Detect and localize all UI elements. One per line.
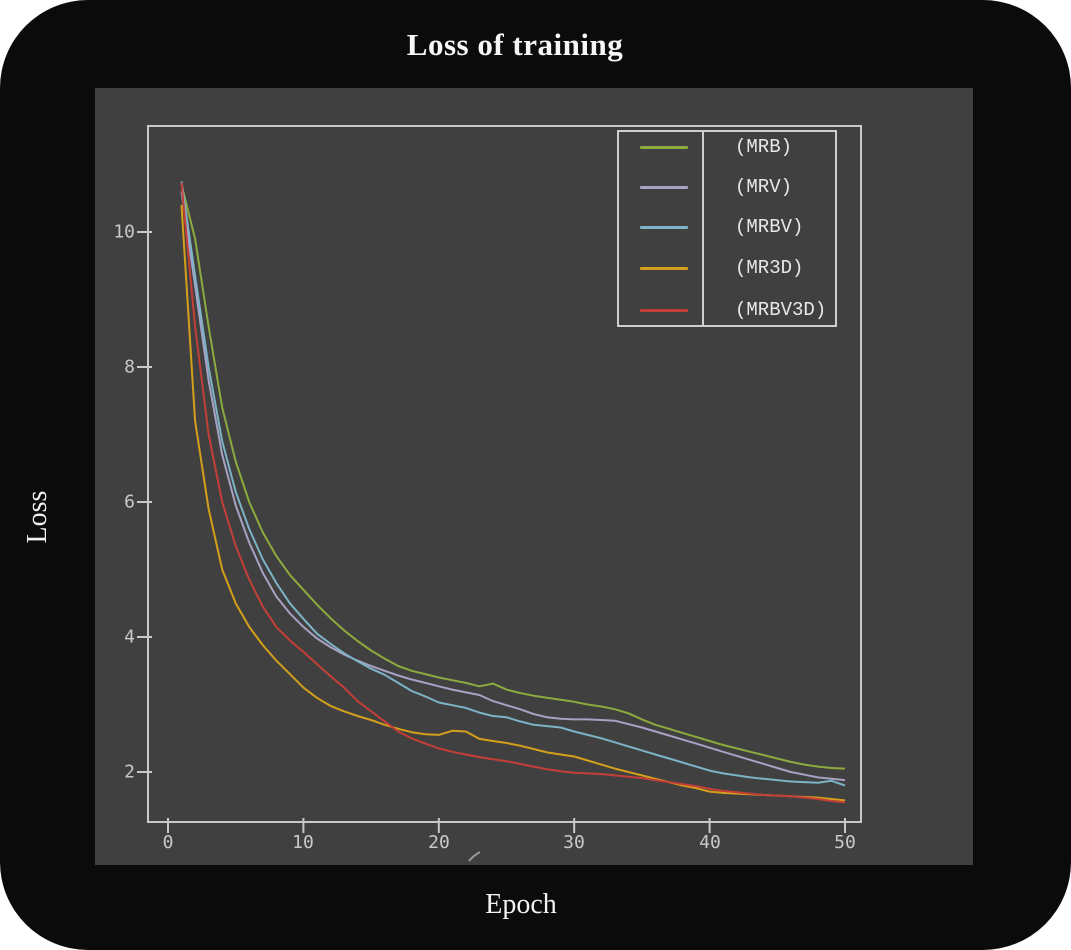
legend-swatch-mrv <box>640 186 688 189</box>
legend-label-mrbv3d: (MRBV3D) <box>735 299 827 321</box>
curve-mrbv <box>180 181 846 787</box>
legend-row-mrv: (MRV) <box>619 176 835 198</box>
x-tick-label-10: 10 <box>292 832 314 853</box>
x-tick-label-50: 50 <box>834 832 856 853</box>
x-tick-label-0: 0 <box>162 832 174 853</box>
curve-mr3d <box>180 204 846 802</box>
plot-svg <box>137 125 862 862</box>
chart-title: Loss of training <box>406 27 624 62</box>
stray-mark <box>468 851 481 862</box>
y-tick-label-10: 10 <box>113 221 135 243</box>
legend-label-mrv: (MRV) <box>735 176 793 198</box>
x-tick-label-20: 20 <box>428 832 450 853</box>
y-tick-label-8: 8 <box>124 356 135 378</box>
x-tick-label-40: 40 <box>699 832 721 853</box>
y-tick-label-2: 2 <box>124 761 135 783</box>
legend-swatch-mrbv3d <box>640 309 688 312</box>
legend-label-mr3d: (MR3D) <box>735 257 804 279</box>
tick-marks <box>137 231 846 833</box>
legend-swatch-mrb <box>640 146 688 149</box>
curve-mrbv3d <box>180 182 846 804</box>
y-tick-label-4: 4 <box>124 626 135 648</box>
legend-row-mrbv: (MRBV) <box>619 216 835 238</box>
legend-swatch-mrbv <box>640 226 688 229</box>
y-tick-label-6: 6 <box>124 491 135 513</box>
legend-row-mr3d: (MR3D) <box>619 257 835 279</box>
curve-mrb <box>180 184 846 770</box>
legend-label-mrbv: (MRBV) <box>735 216 804 238</box>
y-axis-label: Loss <box>22 490 53 544</box>
curve-mrv <box>180 191 846 782</box>
legend: (MRB) (MRV) (MRBV) (MR3D) (MRBV3D) <box>617 130 837 327</box>
loss-curves <box>180 181 846 804</box>
legend-row-mrbv3d: (MRBV3D) <box>619 299 835 321</box>
legend-row-mrb: (MRB) <box>619 136 835 158</box>
legend-divider <box>702 132 704 325</box>
x-tick-label-30: 30 <box>563 832 585 853</box>
legend-label-mrb: (MRB) <box>735 136 793 158</box>
axes-box <box>147 125 862 823</box>
x-axis-label: Epoch <box>485 889 557 920</box>
plot-panel: 0 10 20 30 40 50 2 4 6 8 10 (MRB) (MRV) … <box>95 88 973 865</box>
legend-swatch-mr3d <box>640 267 688 270</box>
